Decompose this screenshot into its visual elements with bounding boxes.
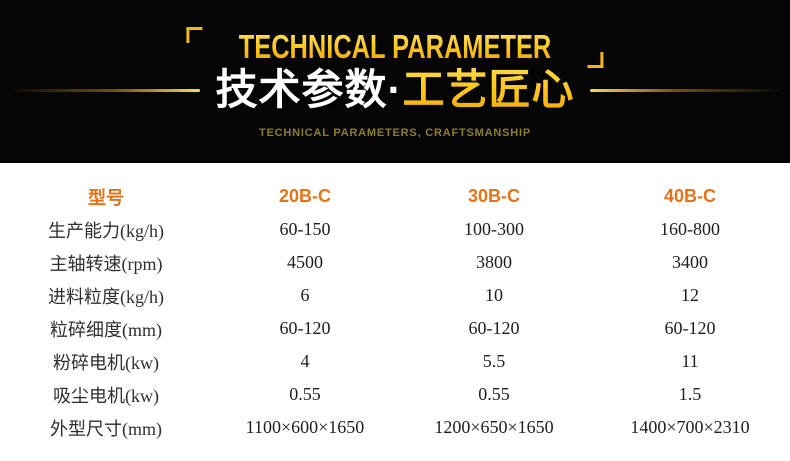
cell-value: 10 <box>485 285 503 305</box>
table-row-overall-dimensions: 外型尺寸(mm) 1100×600×1650 1200×650×1650 140… <box>0 411 790 444</box>
banner-title-cn-gold: 工艺匠心 <box>402 66 575 113</box>
banner-title-cn: 技术参数·工艺匠心 <box>215 69 574 111</box>
cell-value: 4500 <box>287 252 323 272</box>
cell-value: 11 <box>681 351 699 371</box>
cell-value: 60-120 <box>664 318 716 338</box>
cell-value: 3800 <box>476 252 512 272</box>
table-header-row: 型号 20B-C 30B-C 40B-C <box>0 180 790 213</box>
cell-value: 160-800 <box>660 219 720 239</box>
table-row-feed-size: 进料粒度(kg/h) 6 10 12 <box>0 279 790 312</box>
cell-value: 5.5 <box>482 351 506 371</box>
row-label: 粒碎细度(mm) <box>50 319 162 340</box>
banner-cn-title-row: 技术参数·工艺匠心 <box>0 66 790 114</box>
cell-value: 100-300 <box>464 219 524 239</box>
header-model-label: 型号 <box>88 187 124 208</box>
cell-value: 6 <box>300 285 310 305</box>
banner-title-en: TECHNICAL PARAMETER <box>238 27 552 66</box>
banner: TECHNICAL PARAMETER 技术参数·工艺匠心 TECHNICAL … <box>0 0 790 163</box>
spec-table: 型号 20B-C 30B-C 40B-C 生产能力(kg/h) 60-150 1… <box>0 180 790 444</box>
cell-value: 60-120 <box>468 318 520 338</box>
table-row-dust-motor: 吸尘电机(kw) 0.55 0.55 1.5 <box>0 378 790 411</box>
banner-title-cn-white: 技术参数· <box>215 66 403 113</box>
table-row-production-capacity: 生产能力(kg/h) 60-150 100-300 160-800 <box>0 213 790 246</box>
table-row-crushing-fineness: 粒碎细度(mm) 60-120 60-120 60-120 <box>0 312 790 345</box>
banner-subtitle-en: TECHNICAL PARAMETERS, CRAFTSMANSHIP <box>258 127 532 139</box>
cell-value: 1100×600×1650 <box>245 417 365 437</box>
cell-value: 0.55 <box>289 384 321 404</box>
header-col-40b-c: 40B-C <box>663 186 716 206</box>
row-label: 生产能力(kg/h) <box>48 220 164 241</box>
table-row-spindle-speed: 主轴转速(rpm) 4500 3800 3400 <box>0 246 790 279</box>
row-label: 吸尘电机(kw) <box>53 385 159 406</box>
corner-bracket-top-left-icon <box>186 27 203 43</box>
gold-divider-line-left <box>10 88 201 92</box>
row-label: 进料粒度(kg/h) <box>48 286 164 307</box>
banner-title-wrap: TECHNICAL PARAMETER <box>184 27 605 68</box>
row-label: 主轴转速(rpm) <box>49 253 163 274</box>
corner-bracket-bottom-right-icon <box>587 52 604 68</box>
cell-value: 60-120 <box>279 318 331 338</box>
cell-value: 3400 <box>672 252 708 272</box>
cell-value: 1.5 <box>678 384 702 404</box>
row-label: 粉碎电机(kw) <box>53 352 159 373</box>
cell-value: 4 <box>300 351 310 371</box>
cell-value: 0.55 <box>478 384 510 404</box>
header-col-30b-c: 30B-C <box>467 186 520 206</box>
cell-value: 1200×650×1650 <box>434 417 554 437</box>
cell-value: 60-150 <box>279 219 331 239</box>
table-row-crushing-motor: 粉碎电机(kw) 4 5.5 11 <box>0 345 790 378</box>
gold-divider-line-right <box>589 88 780 92</box>
row-label: 外型尺寸(mm) <box>50 418 162 439</box>
cell-value: 1400×700×2310 <box>630 417 750 437</box>
header-col-20b-c: 20B-C <box>278 186 331 206</box>
cell-value: 12 <box>681 285 699 305</box>
